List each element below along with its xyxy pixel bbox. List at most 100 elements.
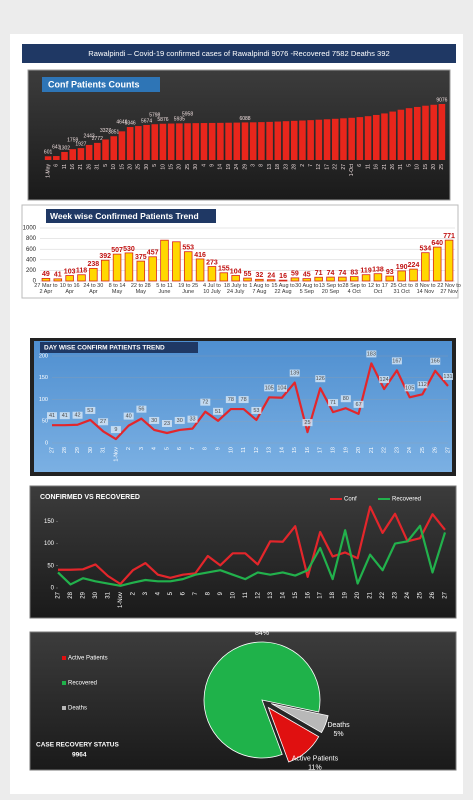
data-label: 530: [123, 246, 135, 253]
x-tick-label: 15: [292, 447, 298, 453]
x-tick-label: 6: [357, 164, 363, 167]
x-tick-label: 10 to 16 Apr: [59, 283, 80, 295]
x-tick-label-box: 8 Nov to 14 Nov: [415, 283, 435, 295]
bar: [136, 260, 146, 282]
x-tick-label: 20: [356, 447, 362, 453]
bar: [323, 119, 331, 160]
x-tick-label: 22: [380, 591, 386, 598]
title-box: [42, 77, 160, 92]
x-tick-label: 10: [111, 164, 117, 170]
x-tick-label: 14: [218, 164, 224, 170]
data-label-box: [276, 384, 287, 392]
data-label: 23: [164, 421, 170, 427]
legend-label: Deaths: [68, 706, 87, 712]
bar: [361, 274, 371, 282]
y-tick-label: 150: [39, 375, 48, 381]
x-tick-label: 23: [283, 164, 289, 170]
data-label: 72: [202, 400, 208, 406]
x-tick-label: 25: [418, 591, 424, 598]
bar: [208, 122, 216, 160]
chart-frame: [29, 485, 457, 619]
chart-title: Conf Patients Counts: [48, 79, 140, 89]
bar: [381, 113, 388, 160]
bar: [241, 122, 249, 160]
bar: [421, 252, 430, 282]
data-label: 534: [420, 246, 432, 253]
data-label: 4646: [116, 120, 127, 126]
bar: [274, 121, 282, 160]
x-tick-label: 22 Nov to 27 Nov: [437, 283, 461, 295]
data-label: 42: [74, 413, 80, 419]
bar: [314, 276, 323, 282]
chart-title: DAY WISE CONFIRM PATIENTS TREND: [44, 345, 165, 352]
x-tick-label: 18: [330, 591, 336, 598]
x-tick-label: 22 to 28 May: [130, 283, 151, 295]
bar: [53, 156, 60, 160]
x-tick-label-box: 27 Mar to 2 Apr: [34, 283, 57, 295]
bar: [338, 276, 347, 282]
line: [52, 362, 449, 441]
bar: [444, 239, 454, 282]
data-label: 640: [431, 240, 443, 247]
data-label: 41: [54, 272, 62, 279]
x-tick-label: 2: [126, 447, 132, 450]
bar: [266, 121, 273, 160]
data-label: 507: [111, 247, 123, 254]
data-label: 166: [431, 359, 440, 365]
x-tick-label: 25: [439, 164, 445, 170]
data-label: 6088: [239, 116, 250, 122]
slice-label: Deaths: [327, 722, 350, 729]
data-label: 273: [206, 259, 218, 266]
x-tick-label: 8: [203, 447, 209, 450]
x-tick-label: 8: [259, 164, 265, 167]
data-label: 74: [327, 270, 335, 277]
bar: [315, 119, 323, 160]
bar: [112, 253, 122, 282]
data-label-box: [340, 395, 351, 403]
x-tick-label: 16: [70, 164, 76, 170]
x-tick-label: 28: [62, 447, 68, 453]
bar: [85, 144, 93, 160]
title-box: [40, 342, 198, 353]
bar: [373, 273, 383, 282]
data-label-box: [404, 384, 415, 392]
data-label-box: [391, 357, 402, 365]
data-label-box: [251, 406, 262, 414]
data-label: 3851: [108, 130, 119, 136]
data-label: 49: [42, 271, 50, 278]
x-tick-label: 24 to 30 Apr: [83, 283, 104, 295]
x-tick-label: 9: [216, 447, 222, 450]
pie-caption: CASE RECOVERY STATUS: [36, 742, 119, 749]
x-tick-label: 24: [234, 164, 240, 170]
data-label: 45: [303, 271, 311, 278]
data-label: 33: [189, 417, 195, 423]
data-label: 27: [100, 419, 106, 425]
x-tick-label: 10: [228, 447, 234, 453]
x-tick-label: 25: [185, 164, 191, 170]
x-tick-label: 4: [155, 591, 161, 595]
x-tick-label: 15: [423, 164, 429, 170]
data-label: 553: [182, 245, 194, 252]
x-tick-label: 21: [382, 164, 388, 170]
x-tick-label: 3: [251, 164, 257, 167]
bar: [430, 104, 437, 160]
x-tick-label: 23: [393, 591, 399, 598]
data-label: 9: [114, 427, 117, 433]
data-label-box: [110, 426, 121, 434]
bar: [290, 277, 300, 282]
data-label: 41: [49, 413, 55, 419]
x-tick-label: 27: [56, 591, 62, 598]
bar: [414, 106, 421, 160]
x-tick-label-box: 19 to 25 June: [178, 283, 198, 295]
y-tick-label: 0: [45, 440, 48, 446]
data-label: 83: [350, 269, 358, 276]
x-tick-label: 5: [168, 591, 174, 595]
bar: [331, 118, 339, 160]
data-label: 183: [367, 351, 376, 357]
x-tick-label: 9: [210, 164, 216, 167]
legend-swatch: [62, 656, 66, 660]
x-tick-label: 31: [101, 447, 107, 453]
bar: [184, 123, 191, 160]
x-tick-label: 9: [218, 591, 224, 595]
x-tick-label: 15: [119, 164, 125, 170]
